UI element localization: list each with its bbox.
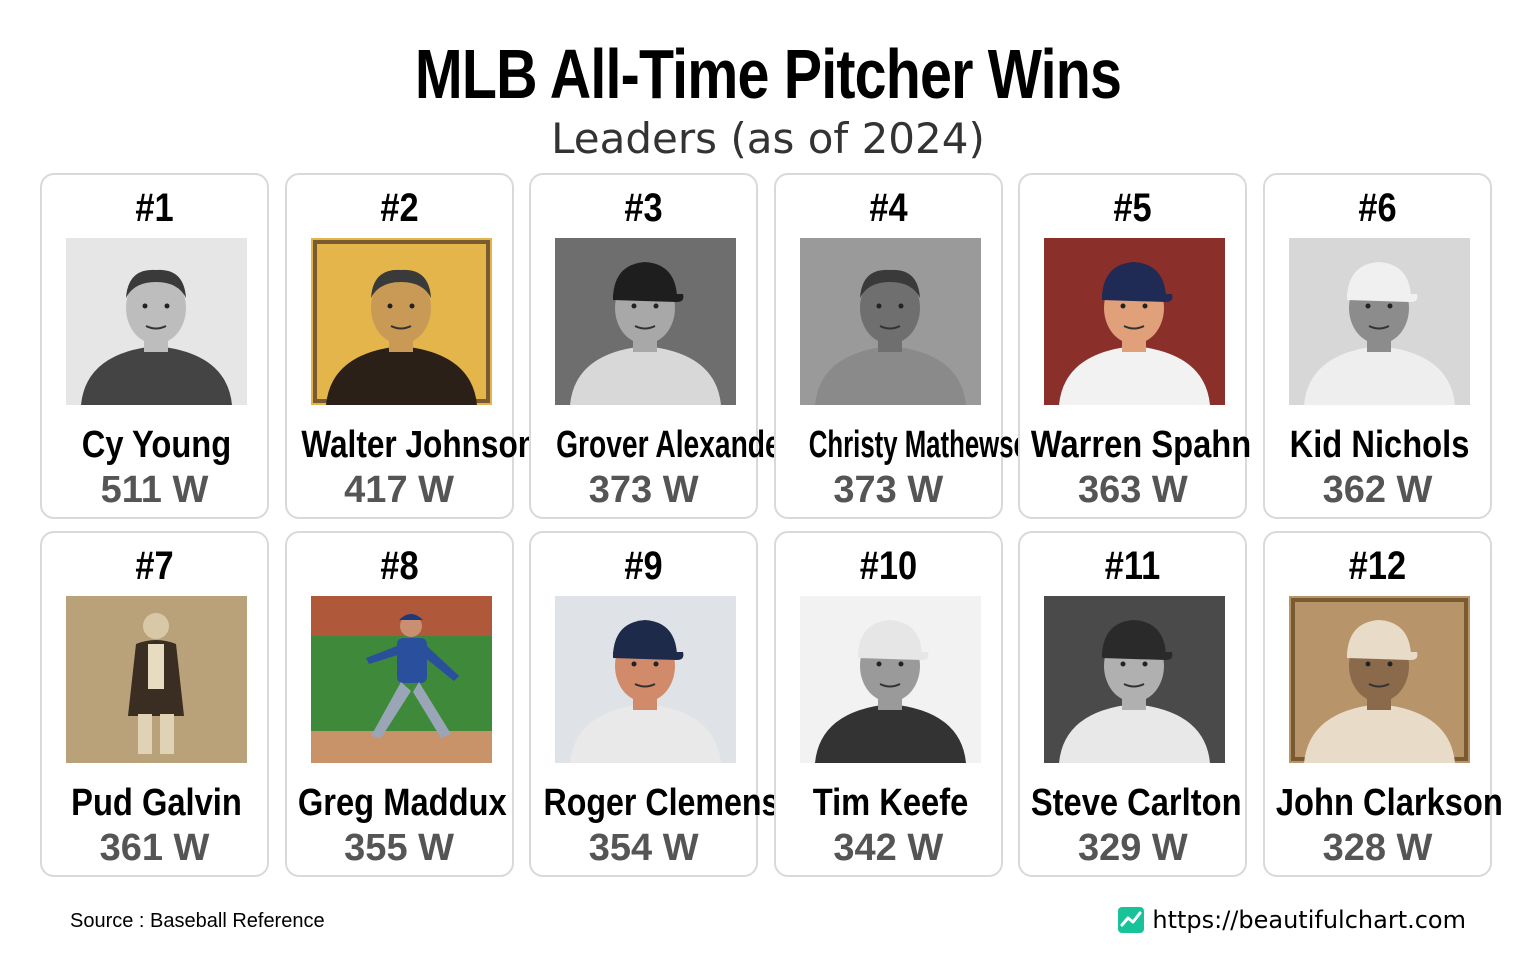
pitcher-name: Cy Young — [81, 424, 232, 466]
photo-illustration — [555, 238, 737, 405]
site-credit[interactable]: https://beautifulchart.com — [1118, 905, 1466, 935]
source-note: Source : Baseball Reference — [70, 910, 325, 932]
pitcher-photo — [310, 238, 492, 405]
rank-label: #4 — [869, 186, 908, 230]
pitcher-wins: 373 W — [833, 469, 944, 511]
photo-illustration — [799, 596, 981, 763]
rank-label: #2 — [379, 186, 419, 230]
pitcher-photo — [66, 596, 247, 763]
pitcher-name: Greg Maddux — [297, 782, 507, 824]
rank-label: #9 — [624, 544, 663, 588]
rank-label: #12 — [1348, 544, 1407, 588]
pitcher-name: Christy Mathewson — [808, 424, 1045, 466]
pitcher-wins: 329 W — [1077, 827, 1188, 869]
pitcher-photo — [1289, 596, 1470, 763]
pitcher-wins: 328 W — [1322, 827, 1433, 869]
photo-illustration — [1289, 596, 1470, 763]
pitcher-wins: 511 W — [100, 469, 209, 511]
pitcher-photo — [799, 238, 981, 405]
pitcher-card: #8 Greg Maddux 355 W — [284, 531, 514, 877]
pitcher-name: Tim Keefe — [812, 782, 969, 824]
pitcher-name: Grover Alexander — [556, 424, 792, 466]
pitcher-photo — [310, 596, 492, 763]
rank-label: #10 — [859, 544, 917, 588]
pitcher-wins: 361 W — [99, 827, 210, 869]
pitcher-photo — [555, 596, 737, 763]
photo-illustration — [66, 596, 247, 763]
pitcher-name: Kid Nichols — [1289, 424, 1470, 466]
rank-label: #7 — [135, 544, 174, 588]
pitcher-name: Warren Spahn — [1031, 424, 1252, 466]
site-url-link[interactable]: https://beautifulchart.com — [1152, 906, 1466, 934]
page-title: MLB All-Time Pitcher Wins — [414, 35, 1122, 113]
pitcher-card: #6 Kid Nichols 362 W — [1263, 173, 1492, 519]
pitcher-photo — [555, 238, 737, 405]
pitcher-wins: 355 W — [344, 827, 454, 869]
pitcher-wins: 417 W — [344, 469, 454, 511]
pitcher-name: Steve Carlton — [1031, 782, 1242, 824]
pitcher-name: Pud Galvin — [71, 782, 242, 824]
pitcher-photo — [66, 238, 247, 405]
pitcher-photo — [799, 596, 981, 763]
photo-illustration — [555, 596, 737, 763]
pitcher-card: #12 John Clarkson 328 W — [1263, 531, 1503, 877]
rank-label: #11 — [1105, 544, 1161, 588]
photo-illustration — [1044, 596, 1226, 763]
pitcher-card: #7 Pud Galvin 361 W — [40, 531, 269, 877]
pitcher-wins: 354 W — [588, 827, 699, 869]
pitcher-card: #2 Walter Johnson 417 W — [284, 173, 537, 519]
photo-illustration — [310, 238, 492, 405]
pitcher-photo — [1044, 238, 1226, 405]
photo-illustration — [799, 238, 981, 405]
rank-label: #1 — [135, 186, 174, 230]
page-subtitle: Leaders (as of 2024) — [551, 114, 985, 163]
pitcher-wins: 373 W — [588, 469, 699, 511]
rank-label: #8 — [379, 544, 419, 588]
pitcher-wins: 362 W — [1322, 469, 1433, 511]
pitcher-card: #9 Roger Clemens 354 W — [529, 531, 780, 877]
rank-label: #3 — [624, 186, 663, 230]
pitcher-card: #10 Tim Keefe 342 W — [773, 531, 1003, 877]
pitcher-name: Roger Clemens — [543, 782, 780, 824]
photo-illustration — [1044, 238, 1226, 405]
pitcher-card: #5 Warren Spahn 363 W — [1018, 173, 1252, 519]
pitcher-photo — [1044, 596, 1226, 763]
pitcher-card: #3 Grover Alexander 373 W — [529, 173, 792, 519]
photo-illustration — [66, 238, 247, 405]
photo-illustration — [310, 596, 492, 763]
chart-logo-icon — [1118, 907, 1145, 933]
pitcher-card: #4 Christy Mathewson 373 W — [773, 173, 1045, 519]
pitcher-name: John Clarkson — [1275, 782, 1503, 824]
pitcher-wins: 363 W — [1077, 469, 1188, 511]
pitcher-card: #11 Steve Carlton 329 W — [1018, 531, 1248, 877]
photo-illustration — [1289, 238, 1470, 405]
pitcher-card: #1 Cy Young 511 W — [40, 173, 269, 519]
rank-label: #6 — [1358, 186, 1397, 230]
pitcher-wins: 342 W — [833, 827, 944, 869]
pitcher-name: Walter Johnson — [300, 424, 537, 466]
rank-label: #5 — [1113, 186, 1153, 230]
pitcher-photo — [1289, 238, 1470, 405]
